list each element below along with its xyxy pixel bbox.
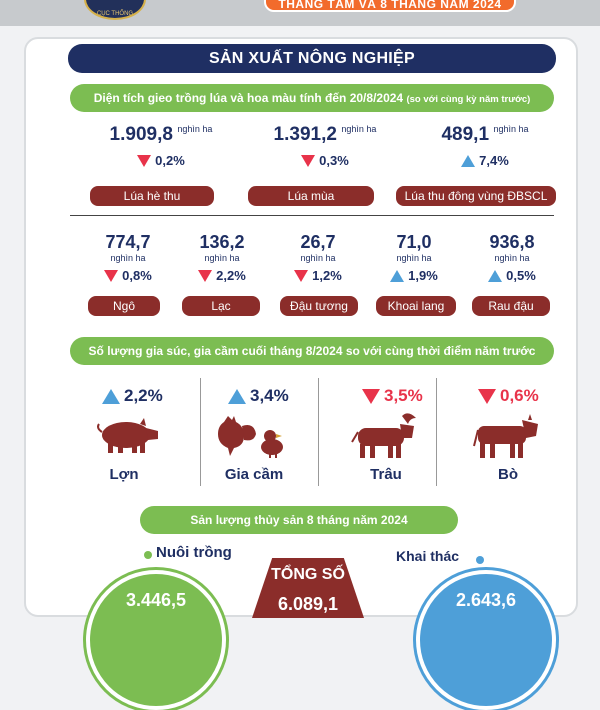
rice-stat-1: 1.909,8 nghìn ha 0,2% (96, 124, 226, 170)
label-pill: Lúa mùa (248, 186, 374, 206)
area-heading-note: (so với cùng kỳ năm trước) (406, 94, 531, 105)
stat-unit: nghìn ha (341, 124, 377, 134)
up-arrow-icon (488, 269, 503, 282)
down-arrow-icon (362, 389, 380, 405)
stat-pct: 1,2% (312, 268, 342, 283)
poultry-icon (218, 416, 283, 458)
aquaculture-label: Nuôi trồng (156, 544, 232, 561)
down-arrow-icon (301, 154, 316, 167)
label-pill: Đậu tương (280, 296, 358, 316)
total-label: TỔNG SỐ (271, 566, 345, 583)
stat-unit: nghìn ha (110, 253, 146, 263)
crop-stat-2: 136,2 nghìn ha 2,2% (180, 232, 264, 285)
down-arrow-icon (478, 389, 496, 405)
change-pct: 2,2% (124, 386, 163, 405)
stat-pct: 2,2% (216, 268, 246, 283)
crop-stat-3: 26,7 nghìn ha 1,2% (276, 232, 360, 285)
livestock-change: 3,5% (362, 386, 423, 406)
stat-pct: 1,9% (408, 268, 438, 283)
capture-value: 2.643,6 (455, 590, 517, 610)
section-divider (70, 215, 554, 216)
aquaculture-value: 3.446,5 (125, 590, 187, 610)
stat-pct: 0,2% (155, 153, 185, 168)
livestock-section-heading: Số lượng gia súc, gia cầm cuối tháng 8/2… (70, 337, 554, 365)
capture-label: Khai thác (396, 548, 460, 564)
period-banner: THÁNG TÁM VÀ 8 THÁNG NĂM 2024 (264, 0, 516, 12)
area-heading-text: Diện tích gieo trồng lúa và hoa màu tính… (93, 91, 404, 105)
stat-unit: nghìn ha (177, 124, 213, 134)
stat-pct: 7,4% (479, 153, 509, 168)
animal-name: Trâu (370, 466, 402, 483)
stat-unit: nghìn ha (493, 124, 529, 134)
label-pill: Lạc (182, 296, 260, 316)
animal-name: Gia cầm (224, 466, 284, 483)
capture-circle: 2.643,6 (416, 570, 556, 710)
down-arrow-icon (294, 269, 309, 282)
label-pill: Ngô (88, 296, 160, 316)
animal-name: Lợn (109, 466, 139, 483)
down-arrow-icon (198, 269, 213, 282)
cow-icon (473, 414, 538, 458)
crop-stat-5: 936,8 nghìn ha 0,5% (470, 232, 554, 285)
stat-value: 1.391,2 (273, 124, 337, 145)
stat-unit: nghìn ha (300, 253, 336, 263)
stat-unit: nghìn ha (204, 253, 240, 263)
buffalo-icon (351, 413, 416, 458)
up-arrow-icon (390, 269, 405, 282)
livestock-change: 2,2% (102, 386, 163, 406)
change-pct: 0,6% (500, 386, 539, 405)
fishery-section-heading: Sản lượng thủy sản 8 tháng năm 2024 (140, 506, 458, 534)
stat-value: 1.909,8 (109, 124, 173, 145)
column-divider (200, 378, 201, 486)
logo-text: CỤC THỐNG (96, 11, 134, 17)
crop-stat-1: 774,7 nghìn ha 0,8% (86, 232, 170, 285)
stat-value: 71,0 (396, 232, 432, 252)
change-pct: 3,4% (250, 386, 289, 405)
stat-pct: 0,5% (506, 268, 536, 283)
stat-value: 26,7 (300, 232, 336, 252)
up-arrow-icon (228, 389, 246, 405)
up-arrow-icon (102, 389, 120, 405)
down-arrow-icon (104, 269, 119, 282)
animal-name: Bò (498, 466, 518, 483)
total-value: 6.089,1 (277, 594, 339, 614)
stat-value: 136,2 (199, 232, 245, 252)
label-pill: Lúa thu đông vùng ĐBSCL (396, 186, 556, 206)
area-section-heading: Diện tích gieo trồng lúa và hoa màu tính… (70, 84, 554, 112)
stat-value: 936,8 (489, 232, 535, 252)
rice-stat-2: 1.391,2 nghìn ha 0,3% (260, 124, 390, 170)
change-pct: 3,5% (384, 386, 423, 405)
up-arrow-icon (461, 154, 476, 167)
stat-unit: nghìn ha (396, 253, 432, 263)
livestock-change: 0,6% (478, 386, 539, 406)
label-pill: Rau đậu (472, 296, 550, 316)
aquaculture-dot (144, 551, 152, 559)
capture-dot (476, 556, 484, 564)
pig-icon (97, 418, 158, 453)
stat-value: 774,7 (105, 232, 151, 252)
rice-stat-3: 489,1 nghìn ha 7,4% (420, 124, 550, 170)
stat-value: 489,1 (441, 124, 490, 145)
stat-pct: 0,8% (122, 268, 152, 283)
crop-stat-4: 71,0 nghìn ha 1,9% (372, 232, 456, 285)
down-arrow-icon (137, 154, 152, 167)
label-pill: Khoai lang (376, 296, 456, 316)
aquaculture-circle: 3.446,5 (86, 570, 226, 710)
livestock-change: 3,4% (228, 386, 289, 406)
page-title: SẢN XUẤT NÔNG NGHIỆP (68, 44, 556, 73)
stat-pct: 0,3% (319, 153, 349, 168)
stat-unit: nghìn ha (494, 253, 530, 263)
column-divider (318, 378, 319, 486)
column-divider (436, 378, 437, 486)
label-pill: Lúa hè thu (90, 186, 214, 206)
